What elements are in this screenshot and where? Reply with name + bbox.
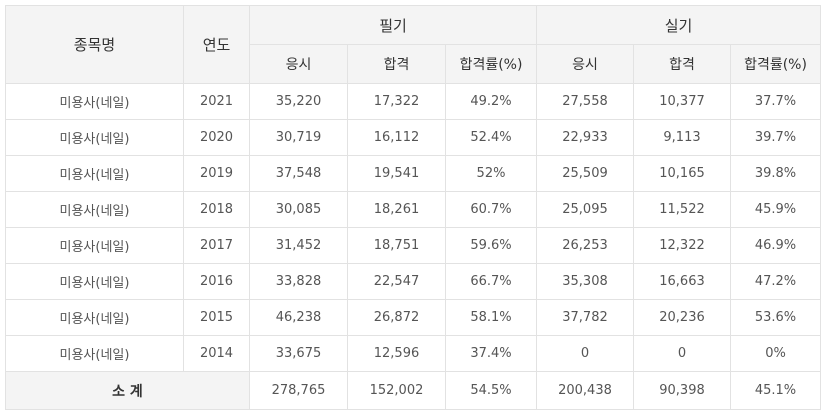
cell-written-passed: 16,112 xyxy=(347,119,446,156)
cell-written-passed: 18,751 xyxy=(347,227,446,264)
cell-written-pass-rate: 66.7% xyxy=(445,263,537,300)
total-written-pass-rate: 54.5% xyxy=(445,371,537,410)
cell-year: 2020 xyxy=(183,119,250,156)
header-practical-passed: 합격 xyxy=(633,44,731,84)
exam-statistics-table-container: 종목명 연도 필기 실기 응시 합격 합격률(%) 응시 합격 합격률(%) 미… xyxy=(5,5,821,410)
total-practical-passed: 90,398 xyxy=(633,371,731,410)
cell-written-pass-rate: 52% xyxy=(445,155,537,192)
cell-practical-passed: 10,377 xyxy=(633,83,731,120)
cell-practical-pass-rate: 0% xyxy=(730,335,821,372)
cell-written-pass-rate: 37.4% xyxy=(445,335,537,372)
total-practical-applicants: 200,438 xyxy=(536,371,634,410)
cell-written-applicants: 31,452 xyxy=(249,227,348,264)
cell-item-name: 미용사(네일) xyxy=(5,227,184,264)
header-written-pass-rate: 합격률(%) xyxy=(445,44,537,84)
cell-practical-pass-rate: 47.2% xyxy=(730,263,821,300)
cell-practical-applicants: 25,095 xyxy=(536,191,634,228)
header-written-applicants: 응시 xyxy=(249,44,348,84)
cell-item-name: 미용사(네일) xyxy=(5,191,184,228)
table-row: 미용사(네일) 2016 33,828 22,547 66.7% 35,308 … xyxy=(5,263,821,300)
cell-practical-pass-rate: 39.8% xyxy=(730,155,821,192)
cell-written-pass-rate: 60.7% xyxy=(445,191,537,228)
total-written-applicants: 278,765 xyxy=(249,371,348,410)
table-row: 미용사(네일) 2017 31,452 18,751 59.6% 26,253 … xyxy=(5,227,821,264)
exam-statistics-table: 종목명 연도 필기 실기 응시 합격 합격률(%) 응시 합격 합격률(%) 미… xyxy=(5,5,821,410)
cell-year: 2018 xyxy=(183,191,250,228)
cell-item-name: 미용사(네일) xyxy=(5,155,184,192)
header-practical-pass-rate: 합격률(%) xyxy=(730,44,821,84)
cell-practical-passed: 10,165 xyxy=(633,155,731,192)
table-footer: 소 계 278,765 152,002 54.5% 200,438 90,398… xyxy=(5,371,821,410)
cell-written-passed: 18,261 xyxy=(347,191,446,228)
cell-practical-applicants: 26,253 xyxy=(536,227,634,264)
cell-year: 2015 xyxy=(183,299,250,336)
cell-practical-applicants: 35,308 xyxy=(536,263,634,300)
cell-practical-pass-rate: 53.6% xyxy=(730,299,821,336)
cell-practical-applicants: 0 xyxy=(536,335,634,372)
header-row-top: 종목명 연도 필기 실기 xyxy=(5,5,821,84)
cell-written-applicants: 30,085 xyxy=(249,191,348,228)
cell-practical-passed: 9,113 xyxy=(633,119,731,156)
cell-practical-passed: 20,236 xyxy=(633,299,731,336)
table-row: 미용사(네일) 2019 37,548 19,541 52% 25,509 10… xyxy=(5,155,821,192)
cell-year: 2014 xyxy=(183,335,250,372)
cell-item-name: 미용사(네일) xyxy=(5,335,184,372)
cell-written-applicants: 30,719 xyxy=(249,119,348,156)
header-item-name: 종목명 xyxy=(5,5,184,84)
cell-practical-pass-rate: 46.9% xyxy=(730,227,821,264)
cell-practical-passed: 12,322 xyxy=(633,227,731,264)
cell-year: 2016 xyxy=(183,263,250,300)
cell-written-pass-rate: 58.1% xyxy=(445,299,537,336)
cell-practical-pass-rate: 37.7% xyxy=(730,83,821,120)
table-body: 미용사(네일) 2021 35,220 17,322 49.2% 27,558 … xyxy=(5,83,821,372)
cell-year: 2019 xyxy=(183,155,250,192)
header-year: 연도 xyxy=(183,5,250,84)
cell-written-applicants: 33,828 xyxy=(249,263,348,300)
cell-written-pass-rate: 52.4% xyxy=(445,119,537,156)
header-written-passed: 합격 xyxy=(347,44,446,84)
cell-written-applicants: 46,238 xyxy=(249,299,348,336)
header-practical-applicants: 응시 xyxy=(536,44,634,84)
cell-item-name: 미용사(네일) xyxy=(5,299,184,336)
cell-practical-pass-rate: 39.7% xyxy=(730,119,821,156)
header-practical-exam: 실기 xyxy=(536,5,821,45)
table-row: 미용사(네일) 2021 35,220 17,322 49.2% 27,558 … xyxy=(5,83,821,120)
table-row: 미용사(네일) 2020 30,719 16,112 52.4% 22,933 … xyxy=(5,119,821,156)
cell-item-name: 미용사(네일) xyxy=(5,263,184,300)
cell-item-name: 미용사(네일) xyxy=(5,83,184,120)
table-row: 미용사(네일) 2014 33,675 12,596 37.4% 0 0 0% xyxy=(5,335,821,372)
cell-written-applicants: 35,220 xyxy=(249,83,348,120)
table-row: 미용사(네일) 2015 46,238 26,872 58.1% 37,782 … xyxy=(5,299,821,336)
cell-written-passed: 12,596 xyxy=(347,335,446,372)
cell-written-applicants: 37,548 xyxy=(249,155,348,192)
cell-practical-applicants: 27,558 xyxy=(536,83,634,120)
cell-practical-applicants: 25,509 xyxy=(536,155,634,192)
cell-written-passed: 26,872 xyxy=(347,299,446,336)
cell-written-passed: 19,541 xyxy=(347,155,446,192)
header-written-exam: 필기 xyxy=(249,5,537,45)
cell-written-passed: 17,322 xyxy=(347,83,446,120)
cell-practical-pass-rate: 45.9% xyxy=(730,191,821,228)
cell-year: 2017 xyxy=(183,227,250,264)
cell-written-passed: 22,547 xyxy=(347,263,446,300)
table-header: 종목명 연도 필기 실기 응시 합격 합격률(%) 응시 합격 합격률(%) xyxy=(5,5,821,84)
cell-practical-passed: 16,663 xyxy=(633,263,731,300)
cell-practical-passed: 11,522 xyxy=(633,191,731,228)
cell-item-name: 미용사(네일) xyxy=(5,119,184,156)
cell-practical-applicants: 37,782 xyxy=(536,299,634,336)
total-row: 소 계 278,765 152,002 54.5% 200,438 90,398… xyxy=(5,371,821,410)
total-practical-pass-rate: 45.1% xyxy=(730,371,821,410)
header-row-sub: 응시 합격 합격률(%) 응시 합격 합격률(%) xyxy=(6,44,821,84)
cell-written-pass-rate: 49.2% xyxy=(445,83,537,120)
cell-practical-passed: 0 xyxy=(633,335,731,372)
table-row: 미용사(네일) 2018 30,085 18,261 60.7% 25,095 … xyxy=(5,191,821,228)
cell-written-applicants: 33,675 xyxy=(249,335,348,372)
cell-written-pass-rate: 59.6% xyxy=(445,227,537,264)
total-label: 소 계 xyxy=(5,371,250,410)
total-written-passed: 152,002 xyxy=(347,371,446,410)
cell-practical-applicants: 22,933 xyxy=(536,119,634,156)
cell-year: 2021 xyxy=(183,83,250,120)
